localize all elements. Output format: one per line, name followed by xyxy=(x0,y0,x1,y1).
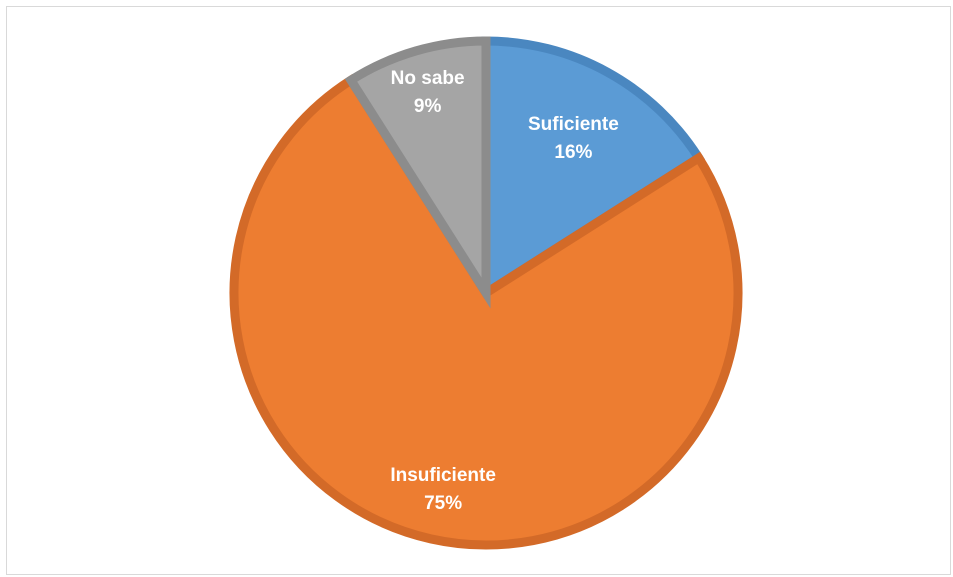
slice-category-label: Suficiente xyxy=(528,114,619,135)
slice-percent-label: 9% xyxy=(414,96,442,117)
slice-percent-label: 16% xyxy=(554,142,592,163)
pie-chart: Suficiente 16% Insuficiente 75% No sabe 9% xyxy=(229,36,743,550)
pie-slice-insuficiente xyxy=(229,74,743,550)
pie-slices xyxy=(229,36,743,550)
chart-area: Suficiente 16% Insuficiente 75% No sabe 9% xyxy=(6,6,951,575)
slice-category-label: Insuficiente xyxy=(390,465,496,486)
pie-slice-no-sabe xyxy=(344,36,491,309)
slice-category-label: No sabe xyxy=(391,68,465,89)
pie-data-labels: Suficiente 16% Insuficiente 75% No sabe 9% xyxy=(390,68,618,514)
pie-slice-suficiente xyxy=(481,36,705,302)
slice-percent-label: 75% xyxy=(424,493,462,514)
